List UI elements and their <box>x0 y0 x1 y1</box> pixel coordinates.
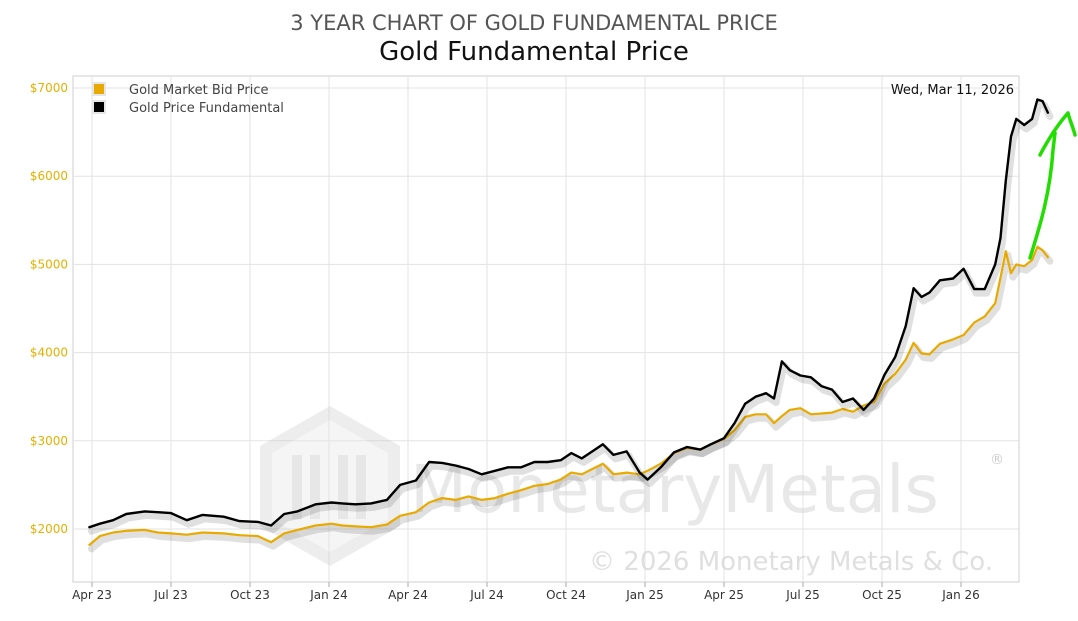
series-line-market <box>88 245 1049 546</box>
legend-swatch-fundamental <box>92 100 106 114</box>
x-tick-label: Jan 26 <box>941 588 980 602</box>
legend-swatch-market <box>92 82 106 96</box>
y-tick-label: $5000 <box>30 257 68 271</box>
legend: Gold Market Bid Price Gold Price Fundame… <box>92 82 284 116</box>
chart-subtitle: Gold Fundamental Price <box>379 37 689 67</box>
x-tick-label: Oct 24 <box>546 588 586 602</box>
series-shadow-fundamental <box>87 100 1054 535</box>
watermark-registered-mark: ® <box>990 452 1004 468</box>
x-tick-label: Jul 23 <box>153 588 188 602</box>
series-layer <box>87 98 1054 553</box>
watermark-copyright: © 2026 Monetary Metals & Co. <box>589 547 993 577</box>
y-tick-label: $3000 <box>30 434 68 448</box>
date-label: Wed, Mar 11, 2026 <box>891 83 1014 98</box>
gridlines <box>73 76 1019 582</box>
x-tick-label: Jul 25 <box>785 588 820 602</box>
legend-label-fundamental: Gold Price Fundamental <box>129 101 284 116</box>
x-tick-label: Apr 23 <box>72 588 112 602</box>
green-up-arrow-icon <box>1028 111 1077 260</box>
y-axis: $2000 $3000 $4000 $5000 $6000 $7000 <box>30 81 962 587</box>
x-tick-label: Oct 25 <box>862 588 902 602</box>
x-tick-label: Jan 24 <box>309 588 348 602</box>
y-tick-label: $7000 <box>30 81 68 95</box>
x-tick-label: Jul 24 <box>469 588 504 602</box>
x-tick-label: Apr 25 <box>704 588 744 602</box>
x-tick-label: Apr 24 <box>388 588 428 602</box>
chart-title: 3 YEAR CHART OF GOLD FUNDAMENTAL PRICE <box>290 11 778 35</box>
x-tick-label: Jan 25 <box>625 588 664 602</box>
y-tick-label: $6000 <box>30 169 68 183</box>
legend-label-market: Gold Market Bid Price <box>129 83 268 98</box>
y-tick-label: $4000 <box>30 346 68 360</box>
watermark: MonetaryMetals ® © 2026 Monetary Metals … <box>260 406 1004 577</box>
y-tick-label: $2000 <box>30 522 68 536</box>
x-tick-label: Oct 23 <box>230 588 270 602</box>
series-line-fundamental <box>88 98 1050 529</box>
x-axis: Apr 23 Jul 23 Oct 23 Jan 24 Apr 24 Jul 24 Oct … <box>72 588 980 602</box>
plot-area <box>72 75 1020 583</box>
watermark-brand: MonetaryMetals <box>410 451 939 528</box>
